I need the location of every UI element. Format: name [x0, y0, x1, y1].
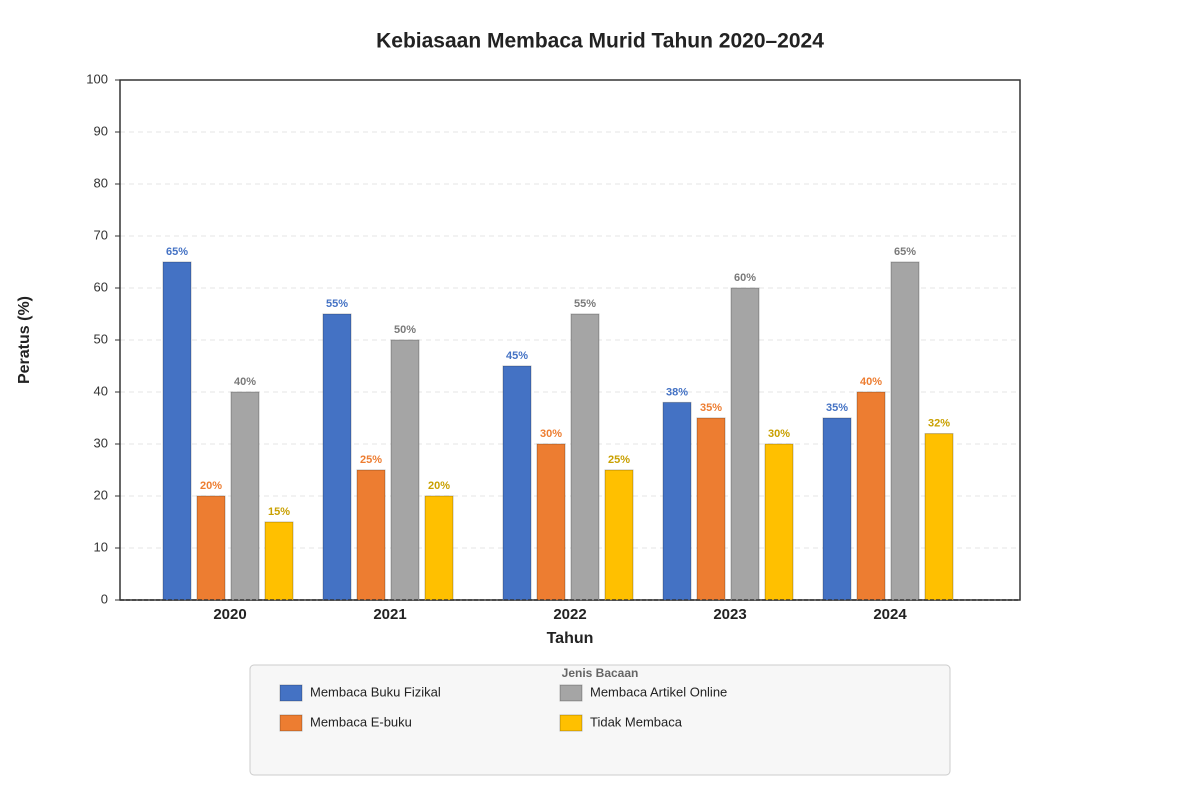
x-tick-label: 2024 — [873, 606, 907, 623]
y-tick-label: 20 — [94, 487, 108, 502]
value-label: 25% — [360, 454, 382, 466]
y-tick-label: 10 — [94, 539, 108, 554]
value-label: 60% — [734, 272, 756, 284]
legend-swatch — [279, 714, 303, 732]
bar — [536, 443, 566, 601]
y-tick-label: 70 — [94, 227, 108, 242]
bar — [502, 365, 532, 601]
y-tick-label: 30 — [94, 435, 108, 450]
legend-label: Membaca Artikel Online — [590, 684, 727, 699]
bar — [604, 469, 634, 601]
legend-box — [249, 664, 951, 776]
y-tick-label: 90 — [94, 123, 108, 138]
bar — [890, 261, 920, 601]
x-tick-label: 2020 — [213, 606, 246, 623]
y-tick-label: 100 — [86, 71, 108, 86]
value-label: 30% — [768, 428, 790, 440]
value-label: 35% — [700, 402, 722, 414]
legend-swatch — [279, 684, 303, 702]
bar — [570, 313, 600, 601]
bar — [856, 391, 886, 601]
y-tick-label: 60 — [94, 279, 108, 294]
value-label: 40% — [234, 376, 256, 388]
bar — [230, 391, 260, 601]
chart-title: Kebiasaan Membaca Murid Tahun 2020–2024 — [376, 30, 824, 53]
value-label: 50% — [394, 324, 416, 336]
bar — [730, 287, 760, 601]
value-label: 30% — [540, 428, 562, 440]
bar — [322, 313, 352, 601]
y-tick-label: 80 — [94, 175, 108, 190]
bar — [822, 417, 852, 601]
value-label: 45% — [506, 350, 528, 362]
y-tick-label: 50 — [94, 331, 108, 346]
bar — [662, 401, 692, 601]
value-label: 38% — [666, 386, 688, 398]
x-tick-label: 2023 — [713, 606, 746, 623]
x-axis-label: Tahun — [547, 630, 594, 647]
value-label: 20% — [428, 480, 450, 492]
x-tick-label: 2021 — [373, 606, 406, 623]
bar — [764, 443, 794, 601]
bar — [696, 417, 726, 601]
bar — [424, 495, 454, 601]
y-tick-label: 0 — [101, 591, 108, 606]
value-label: 20% — [200, 480, 222, 492]
value-label: 55% — [326, 298, 348, 310]
bar — [264, 521, 294, 601]
bar — [162, 261, 192, 601]
value-label: 32% — [928, 418, 950, 430]
value-label: 35% — [826, 402, 848, 414]
value-label: 25% — [608, 454, 630, 466]
value-label: 40% — [860, 376, 882, 388]
bar — [356, 469, 386, 601]
legend-swatch — [559, 714, 583, 732]
x-tick-label: 2022 — [553, 606, 586, 623]
value-label: 65% — [894, 246, 916, 258]
value-label: 65% — [166, 246, 188, 258]
bar — [196, 495, 226, 601]
legend-label: Membaca E-buku — [310, 714, 412, 729]
y-axis-label: Peratus (%) — [16, 296, 33, 384]
y-tick-label: 40 — [94, 383, 108, 398]
bar — [390, 339, 420, 601]
bar — [924, 433, 954, 601]
legend-title: Jenis Bacaan — [562, 666, 639, 680]
legend-label: Tidak Membaca — [590, 714, 683, 729]
legend-swatch — [559, 684, 583, 702]
value-label: 55% — [574, 298, 596, 310]
legend-label: Membaca Buku Fizikal — [310, 684, 441, 699]
value-label: 15% — [268, 506, 290, 518]
